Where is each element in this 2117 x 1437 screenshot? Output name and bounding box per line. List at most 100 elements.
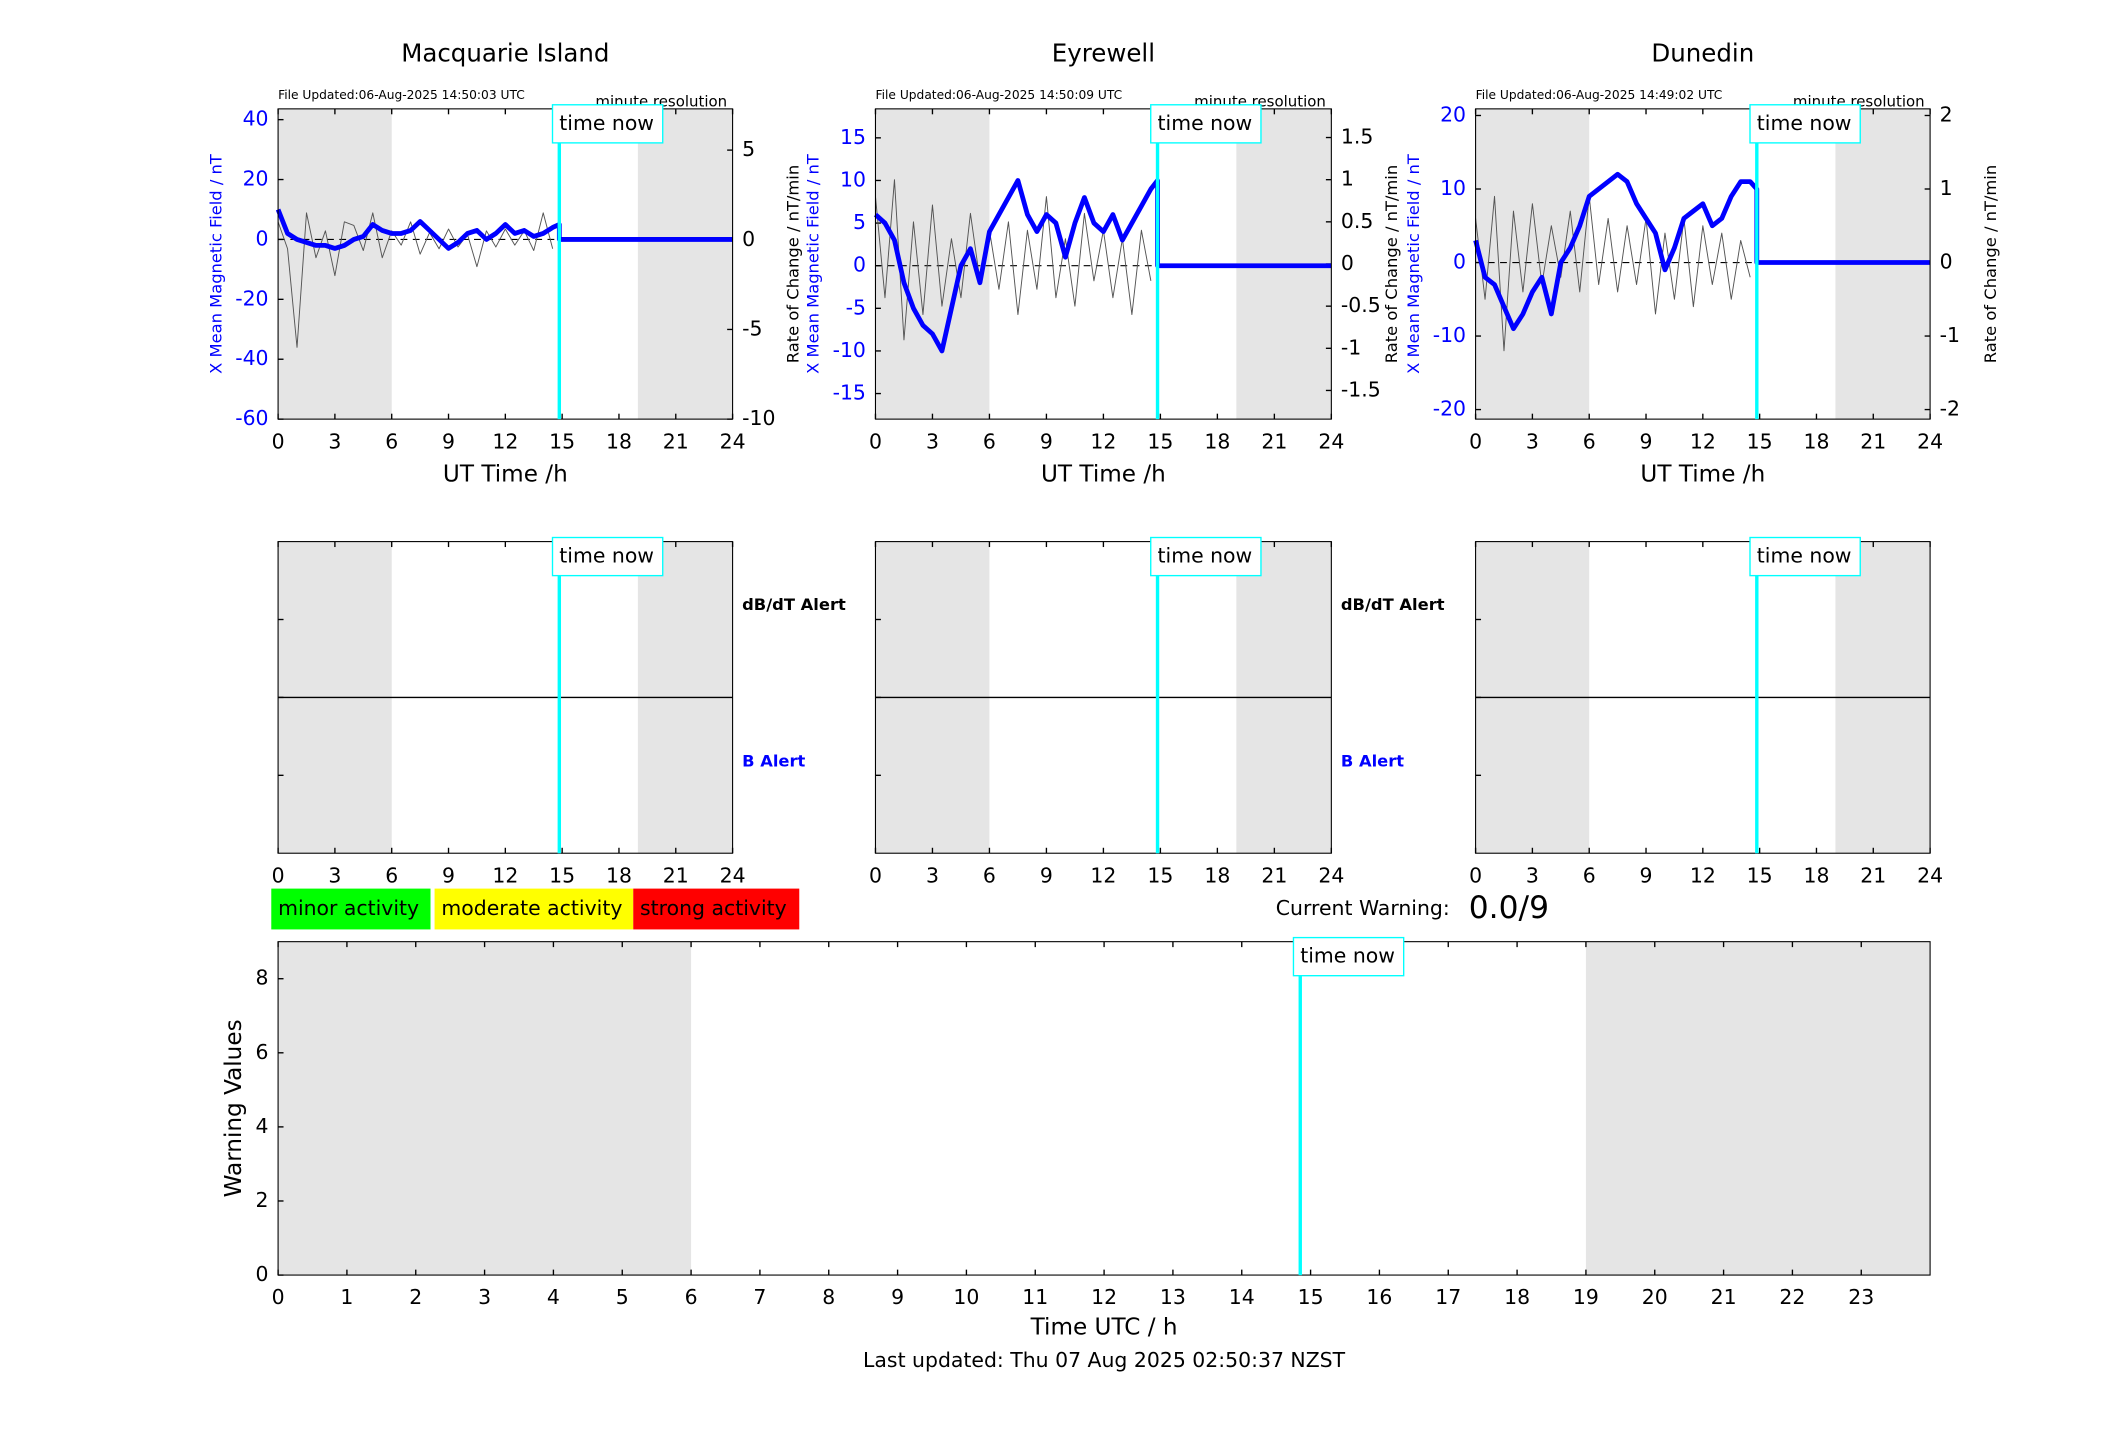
y-tick-label: 6: [256, 1040, 269, 1064]
time-now-box: [551, 536, 664, 577]
plot-frame: [1475, 108, 1931, 420]
x-tick-label: 18: [1504, 1285, 1530, 1309]
x-tick-label: 19: [1573, 1285, 1599, 1309]
y-tick-label: 40: [243, 107, 269, 131]
plot-frame: [277, 108, 734, 420]
x-tick-label: 12: [1690, 429, 1716, 453]
y-tick-label: -60: [235, 406, 268, 430]
x-tick-label: 15: [1298, 1285, 1324, 1309]
x-tick-label: 3: [328, 863, 341, 887]
time-now-label: time now: [1757, 544, 1852, 568]
time-now-label: time now: [1158, 111, 1253, 135]
x-tick-label: 24: [1318, 863, 1344, 887]
y-tick-label: 0: [1453, 250, 1466, 274]
x-tick-label: 0: [1469, 429, 1482, 453]
x-axis-label: Time UTC / h: [1030, 1315, 1178, 1341]
x-tick-label: 11: [1022, 1285, 1048, 1309]
night-shade: [875, 108, 990, 420]
y2-tick-label: 1.5: [1341, 125, 1373, 149]
y2-tick-label: 1: [1341, 167, 1354, 191]
chart-title: Macquarie Island: [401, 38, 609, 67]
y2-tick-label: -5: [742, 316, 762, 340]
x-tick-label: 24: [1917, 863, 1943, 887]
legend-swatch: [271, 888, 431, 930]
x-tick-label: 18: [1803, 863, 1829, 887]
x-tick-label: 18: [606, 863, 632, 887]
x-tick-label: 17: [1435, 1285, 1461, 1309]
y2-tick-label: 0.5: [1341, 209, 1373, 233]
x-tick-label: 21: [663, 863, 689, 887]
plot-frame: [874, 541, 1332, 854]
time-now-box: [1150, 104, 1262, 144]
x-tick-label: 6: [983, 429, 996, 453]
x-tick-label: 12: [492, 863, 518, 887]
x-tick-label: 24: [1318, 429, 1344, 453]
x-tick-label: 15: [1147, 429, 1173, 453]
x-tick-label: 3: [478, 1285, 491, 1309]
time-now-box: [1292, 936, 1405, 977]
legend-label: minor activity: [278, 896, 419, 920]
x-tick-label: 4: [547, 1285, 560, 1309]
x-axis-label: UT Time /h: [1041, 461, 1166, 487]
x-tick-label: 6: [1583, 429, 1596, 453]
x-tick-label: 6: [685, 1285, 698, 1309]
y-tick-label: 0: [256, 226, 269, 250]
y-tick-label: 4: [256, 1114, 269, 1138]
x-tick-label: 18: [606, 429, 632, 453]
plot-frame: [874, 108, 1332, 420]
y-tick-label: -40: [235, 346, 268, 370]
legend-label: strong activity: [640, 896, 787, 920]
x-tick-label: 6: [385, 429, 398, 453]
x-tick-label: 15: [549, 863, 575, 887]
x-tick-label: 10: [953, 1285, 979, 1309]
x-axis-label: UT Time /h: [443, 461, 568, 487]
y2-axis-label: Rate of Change / nT/min: [1382, 165, 1401, 363]
x-tick-label: 24: [1917, 429, 1943, 453]
chart-title: Eyrewell: [1052, 38, 1155, 67]
footer: Last updated: Thu 07 Aug 2025 02:50:37 N…: [863, 1348, 1346, 1372]
x-tick-label: 1: [340, 1285, 353, 1309]
y2-tick-label: 0: [1940, 250, 1953, 274]
x-tick-label: 0: [272, 863, 285, 887]
x-tick-label: 22: [1779, 1285, 1805, 1309]
x-tick-label: 21: [1860, 863, 1886, 887]
x-tick-label: 9: [1640, 429, 1653, 453]
y-tick-label: -10: [1433, 323, 1466, 347]
time-now-label: time now: [1300, 944, 1395, 968]
rate-line: [1475, 195, 1751, 352]
x-axis-label: UT Time /h: [1640, 461, 1765, 487]
y-tick-label: 8: [256, 966, 269, 990]
x-tick-label: 7: [753, 1285, 766, 1309]
y2-tick-label: 0: [742, 227, 755, 251]
x-tick-label: 0: [272, 429, 285, 453]
x-tick-label: 18: [1803, 429, 1829, 453]
field-line: [275, 208, 733, 251]
x-tick-label: 20: [1642, 1285, 1668, 1309]
field-line: [873, 178, 1332, 354]
file-updated-note: File Updated:06-Aug-2025 14:50:03 UTC: [278, 88, 525, 102]
legend-swatch: [633, 888, 800, 930]
x-tick-label: 24: [720, 429, 746, 453]
x-tick-label: 3: [926, 429, 939, 453]
y2-tick-label: -1: [1940, 323, 1960, 347]
y2-tick-label: -1: [1341, 335, 1361, 359]
x-tick-label: 8: [822, 1285, 835, 1309]
y2-tick-label: 1: [1940, 176, 1953, 200]
x-tick-label: 16: [1366, 1285, 1392, 1309]
y2-axis-label: Rate of Change / nT/min: [783, 165, 802, 363]
x-tick-label: 18: [1204, 429, 1230, 453]
x-tick-label: 12: [492, 429, 518, 453]
x-tick-label: 9: [891, 1285, 904, 1309]
x-tick-label: 13: [1160, 1285, 1186, 1309]
x-tick-label: 15: [549, 429, 575, 453]
x-tick-label: 2: [409, 1285, 422, 1309]
file-updated-note: File Updated:06-Aug-2025 14:49:02 UTC: [1476, 88, 1723, 102]
y2-tick-label: -0.5: [1341, 293, 1381, 317]
rate-line: [277, 212, 554, 348]
x-tick-label: 21: [663, 429, 689, 453]
y-axis-label: X Mean Magnetic Field / nT: [1404, 153, 1423, 374]
x-tick-label: 9: [1040, 863, 1053, 887]
legend-label: moderate activity: [441, 896, 622, 920]
x-tick-label: 0: [1469, 863, 1482, 887]
y2-tick-label: -1.5: [1341, 377, 1381, 401]
